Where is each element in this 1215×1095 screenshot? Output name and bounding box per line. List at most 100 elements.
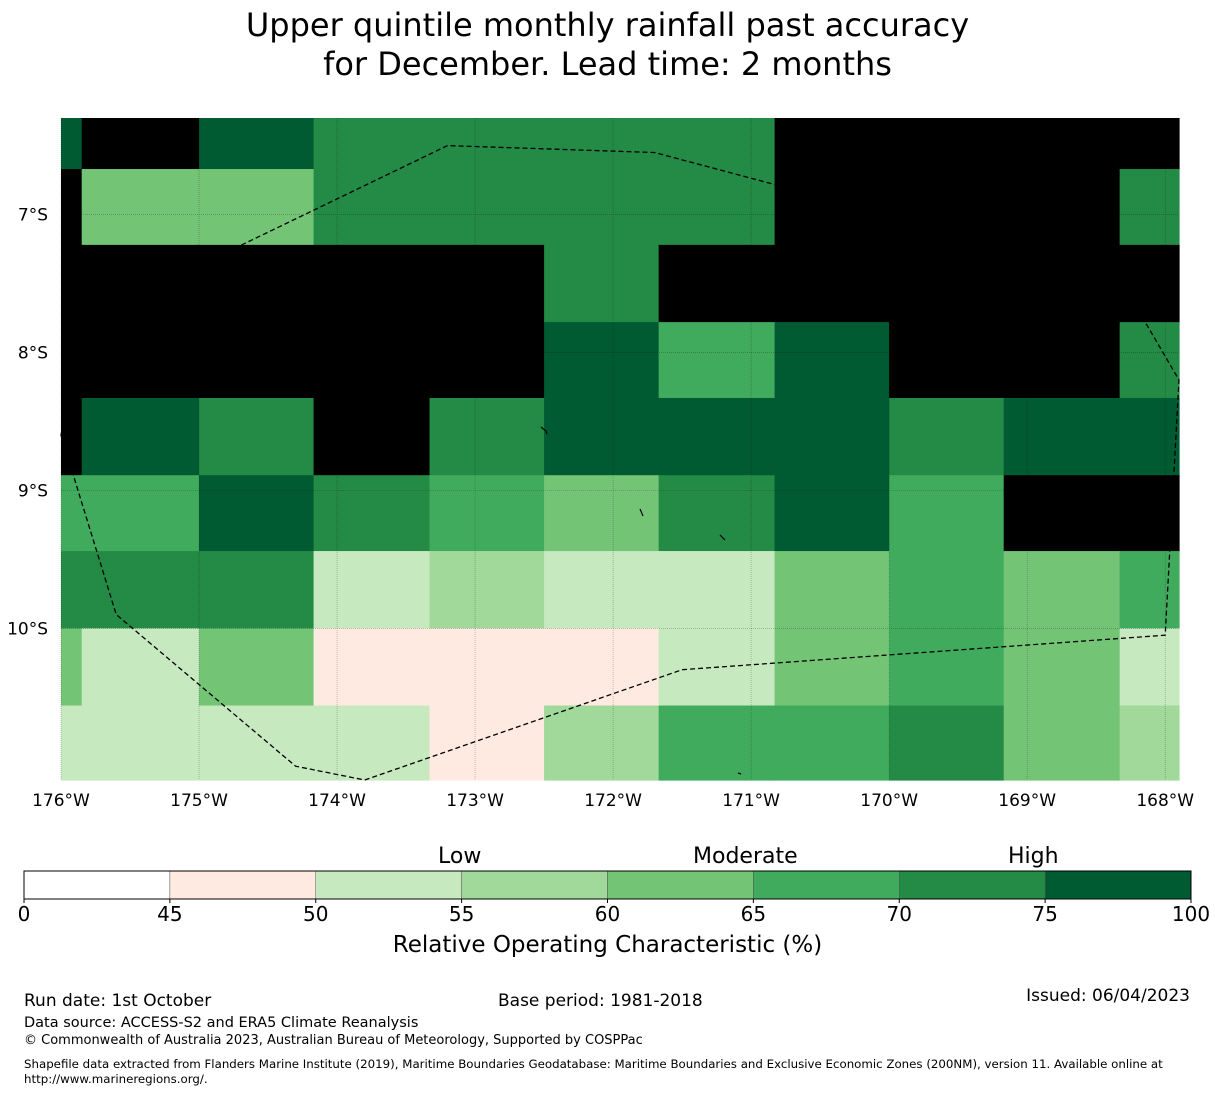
grid-cell: [1119, 397, 1180, 476]
grid-cell: [889, 475, 1005, 552]
grid-cell: [1119, 169, 1180, 246]
grid-cell: [889, 397, 1005, 476]
colorbar-tick-label: 60: [594, 902, 621, 926]
colorbar-segment: [1044, 870, 1192, 900]
grid-cell: [889, 118, 1005, 170]
grid-cell: [889, 705, 1005, 781]
grid-cell: [544, 397, 660, 476]
longitude-label: 168°W: [1136, 791, 1194, 811]
grid-cell: [658, 397, 776, 476]
shapefile-credit: Shapefile data extracted from Flanders M…: [24, 1057, 1163, 1086]
grid-cell: [544, 705, 660, 781]
grid-cell: [199, 475, 315, 552]
grid-cell: [313, 551, 431, 629]
grid-cell: [199, 244, 315, 323]
island-mark: [540, 426, 548, 435]
grid-cell: [889, 628, 1005, 707]
colorbar-tick-label: 45: [157, 902, 183, 926]
grid-cell: [544, 475, 660, 552]
grid-cell: [1119, 244, 1180, 323]
longitude-label: 176°W: [32, 791, 90, 811]
grid-cell: [658, 169, 776, 246]
colorbar-tick-label: 65: [740, 902, 767, 926]
island-mark: [737, 772, 742, 775]
grid-cell: [429, 118, 545, 170]
grid-cell: [544, 551, 660, 629]
colorbar-segment: [753, 870, 900, 900]
colorbar-segment: [169, 870, 316, 900]
grid-cell: [658, 322, 776, 399]
grid-cell: [429, 169, 545, 246]
eez-boundary: [60, 144, 1180, 781]
colorbar-tick-label: 50: [303, 902, 329, 926]
grid-cell: [199, 397, 315, 476]
grid-cell: [658, 705, 776, 781]
longitude-label: 174°W: [308, 791, 366, 811]
longitude-label: 173°W: [446, 791, 504, 811]
grid-cell: [544, 244, 660, 323]
latitude-label: 10°S: [7, 619, 48, 639]
latitude-label: 8°S: [18, 343, 48, 363]
grid-cell: [1119, 551, 1180, 629]
grid-cell: [429, 628, 545, 707]
grid-cell: [544, 169, 660, 246]
grid-cell: [429, 322, 545, 399]
colorbar: [23, 870, 1192, 903]
longitude-label: 170°W: [860, 791, 918, 811]
category-moderate-label: Moderate: [693, 844, 798, 869]
category-low-label: Low: [438, 844, 482, 869]
grid-cell: [429, 551, 545, 629]
grid-cell: [1003, 628, 1121, 707]
grid-cell: [313, 475, 431, 552]
colorbar-tick-label: 100: [1171, 902, 1211, 926]
grid-cell: [1003, 475, 1121, 552]
grid-cell: [199, 169, 315, 246]
grid-cell: [774, 551, 890, 629]
grid-cell: [889, 551, 1005, 629]
grid-cell: [61, 397, 83, 476]
grid-cell: [774, 244, 890, 323]
grid-cell: [199, 705, 315, 781]
grid-cell: [1119, 475, 1180, 552]
grid-cell: [313, 705, 431, 781]
grid-cell: [889, 244, 1005, 323]
title-line-2: for December. Lead time: 2 months: [323, 45, 892, 83]
grid-cell: [429, 705, 545, 781]
grid-cell: [544, 118, 660, 170]
grid-cell: [774, 118, 890, 170]
grid-cell: [774, 705, 890, 781]
latitude-label: 9°S: [18, 481, 48, 501]
grid-cell: [1119, 628, 1180, 707]
grid-cell: [199, 551, 315, 629]
longitude-label: 169°W: [998, 791, 1056, 811]
data-source: Data source: ACCESS-S2 and ERA5 Climate …: [24, 1015, 419, 1031]
accuracy-grid: [61, 118, 1180, 781]
grid-cell: [313, 397, 431, 476]
colorbar-segment: [315, 870, 462, 900]
grid-cell: [81, 322, 200, 399]
grid-cell: [774, 397, 890, 476]
colorbar-tick-label: 75: [1032, 902, 1058, 926]
grid-cell: [1119, 118, 1180, 170]
grid-cell: [544, 322, 660, 399]
grid-cell: [429, 244, 545, 323]
longitude-label: 172°W: [584, 791, 642, 811]
grid-cell: [61, 551, 83, 629]
grid-cell: [429, 475, 545, 552]
grid-cell: [658, 244, 776, 323]
grid-cell: [313, 169, 431, 246]
grid-cell: [81, 397, 200, 476]
grid-cell: [61, 244, 83, 323]
colorbar-tick-label: 55: [448, 902, 475, 926]
grid-cell: [1003, 244, 1121, 323]
graticule: [60, 118, 1179, 780]
grid-cell: [889, 169, 1005, 246]
grid-cell: [658, 551, 776, 629]
grid-cell: [429, 397, 545, 476]
grid-cell: [313, 628, 431, 707]
island-markers: [540, 426, 742, 775]
grid-cell: [658, 118, 776, 170]
colorbar-tick-label: 0: [17, 902, 31, 926]
base-period: Base period: 1981-2018: [498, 991, 703, 1011]
